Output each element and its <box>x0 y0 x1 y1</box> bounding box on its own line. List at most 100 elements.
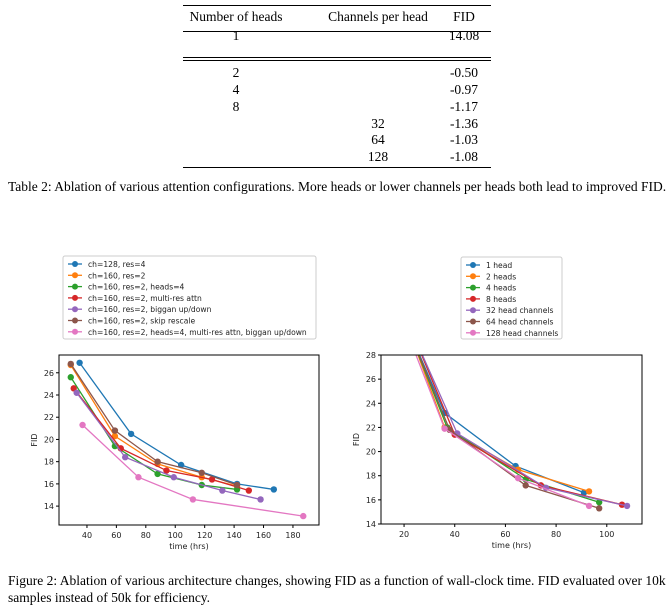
chart-2: 20 40 60 80 100 14 16 18 20 22 24 26 28 time (hrs) FID… <box>352 256 643 550</box>
data-point <box>127 430 135 438</box>
table-cell: 4 <box>232 82 240 97</box>
x-tick-label: 140 <box>226 531 241 540</box>
legend-marker <box>470 307 476 314</box>
data-point <box>585 488 593 495</box>
axes-frame <box>380 354 643 525</box>
legend-entry: 8 heads <box>466 295 516 304</box>
series-5 <box>67 360 241 489</box>
y-tick-label: 28 <box>366 351 376 360</box>
series-line <box>415 355 590 507</box>
data-point <box>406 328 412 334</box>
legend-entry: 64 head channels <box>466 318 553 327</box>
data-point <box>406 328 412 334</box>
table-cell: 1 <box>232 28 240 43</box>
data-point <box>154 470 161 478</box>
data-point <box>198 469 205 476</box>
legend-marker <box>470 284 476 291</box>
figure-caption: Figure 2: Ablation of various architectu… <box>8 573 666 605</box>
series-0 <box>406 328 588 496</box>
data-point <box>623 502 631 510</box>
data-point <box>441 425 448 432</box>
legend-label: ch=128, res=4 <box>88 260 146 269</box>
legend-entry: ch=160, res=2, skip rescale <box>68 317 195 326</box>
header-channels: Channels per head <box>328 9 428 24</box>
data-point <box>595 505 603 512</box>
y-tick-label: 18 <box>366 472 376 481</box>
table-row: 32 -1.36 <box>183 116 491 132</box>
x-tick-label: 20 <box>399 530 409 539</box>
data-point <box>208 476 216 483</box>
data-point <box>154 458 161 465</box>
y-tick-label: 16 <box>44 480 54 489</box>
y-tick-label: 20 <box>366 448 376 457</box>
data-point <box>189 496 197 503</box>
legend-marker <box>470 329 476 336</box>
x-tick-label: 80 <box>141 531 151 540</box>
y-tick-label: 26 <box>366 375 376 384</box>
legend-entry: ch=160, res=2 <box>68 271 146 280</box>
table-cell: 14.08 <box>448 28 480 43</box>
legend-label: 2 heads <box>486 272 516 281</box>
legend-entry: 1 head <box>466 261 512 270</box>
table-cell: 128 <box>367 149 389 164</box>
data-point <box>135 474 142 481</box>
y-tick-label: 22 <box>44 413 54 422</box>
data-point <box>111 432 119 440</box>
series-line <box>421 355 628 507</box>
legend-label: ch=160, res=2, biggan up/down <box>88 305 212 314</box>
legend-label: 128 head channels <box>486 329 558 338</box>
table-cell: 32 <box>371 116 385 131</box>
data-point <box>300 512 307 520</box>
y-axis-label: FID <box>352 433 361 446</box>
chart-1: 40 60 80 100 120 140 160 180 14 16 18 20 22 24 26 time … <box>30 255 320 551</box>
legend-marker <box>72 317 78 324</box>
legend: ch=128, res=4 ch=160, res=2 ch=160, res=2,… <box>62 255 317 340</box>
table-cell: -1.03 <box>449 132 479 147</box>
series-line <box>70 364 238 487</box>
table-cell: 64 <box>371 132 385 147</box>
data-point <box>585 502 593 510</box>
x-tick-label: 60 <box>500 530 510 539</box>
data-point <box>122 454 129 461</box>
data-point <box>163 467 170 474</box>
legend-entry: ch=160, res=2, biggan up/down <box>68 305 212 314</box>
y-tick-label: 22 <box>366 423 376 432</box>
table-cell: -1.08 <box>449 149 479 164</box>
legend-marker <box>72 328 78 335</box>
table-cell: 8 <box>232 99 240 114</box>
legend: 1 head 2 heads 4 heads 8 heads 32 head chann… <box>460 256 563 340</box>
series-4 <box>73 389 264 503</box>
data-point <box>73 389 80 396</box>
header-heads: Number of heads <box>189 9 283 24</box>
legend-marker <box>72 261 78 267</box>
legend-label: 64 head channels <box>486 318 553 327</box>
legend-label: 1 head <box>486 261 512 270</box>
x-tick-label: 120 <box>197 531 212 540</box>
table-row: 4 -0.97 <box>183 82 491 98</box>
y-tick-label: 24 <box>44 391 54 400</box>
table-cell: -0.50 <box>449 65 479 80</box>
data-point <box>408 328 414 334</box>
y-tick-label: 26 <box>44 369 54 378</box>
data-point <box>245 487 253 494</box>
table-caption: Table 2: Ablation of various attention c… <box>8 179 667 194</box>
series-line <box>70 363 238 486</box>
series-line <box>82 424 304 517</box>
legend-entry: ch=160, res=2, heads=4, multi-res attn, … <box>68 328 307 337</box>
table-header: Number of heads Channels per head FID <box>183 9 491 25</box>
legend-marker <box>72 294 78 301</box>
legend-entry: 32 head channels <box>466 306 553 315</box>
data-point <box>454 430 461 437</box>
legend-marker <box>470 295 476 302</box>
header-fid: FID <box>453 9 475 24</box>
table-row: 128 -1.08 <box>183 149 491 165</box>
legend-entry: ch=128, res=4 <box>68 260 146 269</box>
x-tick-label: 60 <box>111 531 121 540</box>
series-2 <box>67 374 241 493</box>
legend-entry: 4 heads <box>466 284 516 293</box>
data-point <box>111 427 119 434</box>
data-point <box>406 328 412 334</box>
legend-marker <box>72 272 78 279</box>
legend-marker <box>72 283 78 290</box>
x-tick-label: 40 <box>450 530 460 539</box>
